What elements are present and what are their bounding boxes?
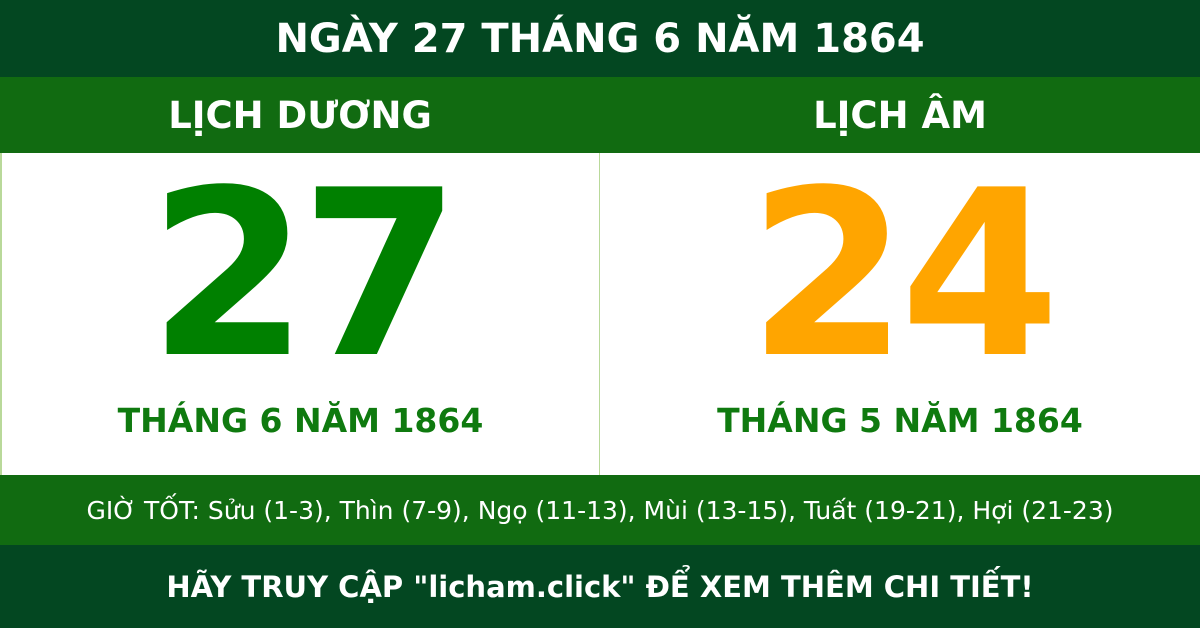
lunar-panel: 24 THÁNG 5 NĂM 1864 (600, 153, 1200, 475)
footer-cta: HÃY TRUY CẬP "licham.click" ĐỂ XEM THÊM … (0, 545, 1200, 628)
solar-panel: 27 THÁNG 6 NĂM 1864 (0, 153, 600, 475)
lunar-day: 24 (747, 142, 1060, 409)
lunar-month-year: THÁNG 5 NĂM 1864 (717, 401, 1083, 440)
solar-month-year: THÁNG 6 NĂM 1864 (117, 401, 484, 440)
lunar-heading: LỊCH ÂM (813, 93, 987, 137)
good-hours: GIỜ TỐT: Sửu (1-3), Thìn (7-9), Ngọ (11-… (0, 475, 1200, 545)
page-title: NGÀY 27 THÁNG 6 NĂM 1864 (0, 0, 1200, 77)
solar-day: 27 (148, 142, 460, 409)
solar-heading: LỊCH DƯƠNG (168, 93, 432, 137)
calendar-panels: 27 THÁNG 6 NĂM 1864 24 THÁNG 5 NĂM 1864 (0, 153, 1200, 475)
calendar-headings: LỊCH DƯƠNG LỊCH ÂM (0, 77, 1200, 153)
